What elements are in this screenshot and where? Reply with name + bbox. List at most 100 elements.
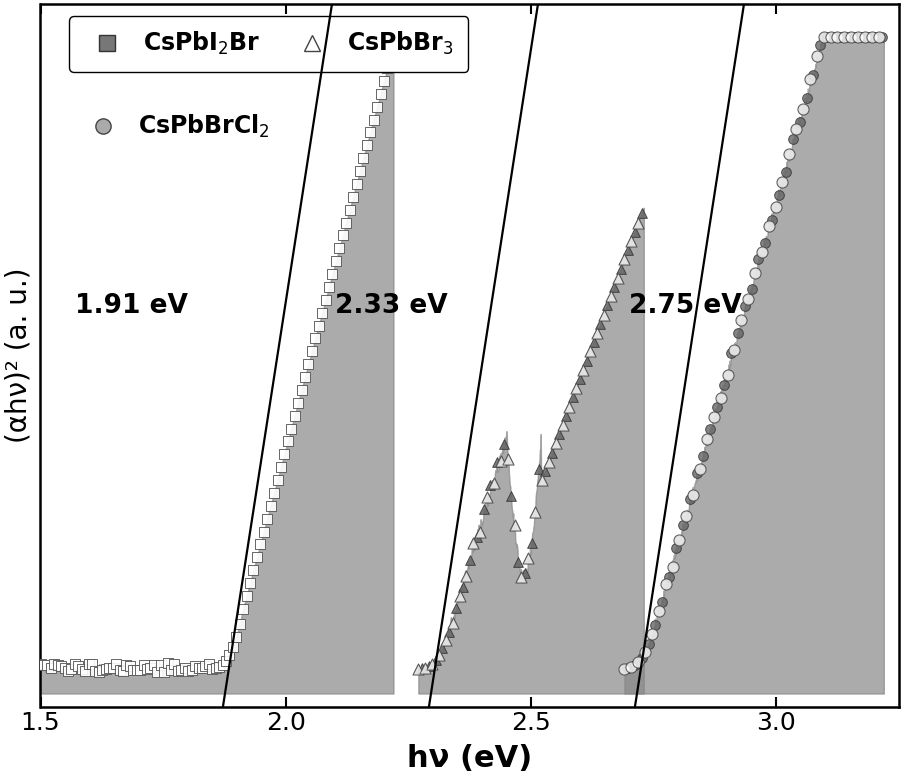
Point <box>826 31 841 44</box>
Point <box>308 333 322 345</box>
Point <box>654 596 668 608</box>
Point <box>620 662 634 674</box>
Text: 2.33 eV: 2.33 eV <box>335 293 446 319</box>
Point <box>575 364 590 376</box>
Point <box>376 75 391 87</box>
Point <box>781 148 796 160</box>
Point <box>778 166 792 178</box>
Point <box>318 294 333 306</box>
Point <box>568 382 583 395</box>
Point <box>802 72 816 85</box>
Point <box>733 314 748 326</box>
Point <box>188 660 202 673</box>
Point <box>161 657 175 670</box>
Point <box>469 531 483 544</box>
Point <box>47 658 61 671</box>
Point <box>678 510 693 523</box>
Point <box>465 537 480 549</box>
Point <box>585 336 600 348</box>
Point <box>775 176 789 188</box>
Point <box>208 662 223 674</box>
Point <box>345 190 360 203</box>
Point <box>507 519 521 531</box>
Point <box>270 474 284 486</box>
Point <box>201 657 216 670</box>
Point <box>184 664 198 676</box>
Point <box>524 536 538 549</box>
Point <box>686 489 700 501</box>
Point <box>229 630 244 643</box>
Point <box>500 452 514 465</box>
Point <box>81 658 96 671</box>
Point <box>40 659 54 671</box>
Point <box>281 435 295 448</box>
Point <box>630 656 645 668</box>
Point <box>157 666 171 678</box>
Point <box>562 400 576 413</box>
Point <box>730 327 744 340</box>
Point <box>874 31 888 44</box>
Point <box>528 505 542 517</box>
Point <box>452 590 466 602</box>
Point <box>541 455 556 468</box>
Point <box>95 664 109 677</box>
Point <box>174 664 189 676</box>
Point <box>565 391 579 403</box>
Point <box>191 662 206 674</box>
Point <box>226 640 240 653</box>
Point <box>425 657 439 670</box>
Point <box>431 649 446 661</box>
Point <box>568 382 583 395</box>
Point <box>493 455 508 467</box>
Point <box>321 280 336 293</box>
Point <box>870 31 885 44</box>
Point <box>781 148 796 160</box>
Point <box>836 31 851 44</box>
Point <box>658 578 672 591</box>
Point <box>328 255 343 267</box>
Point <box>850 31 864 44</box>
Point <box>315 306 329 319</box>
Point <box>513 570 528 583</box>
Point <box>92 665 106 678</box>
Point <box>60 664 75 677</box>
Point <box>795 103 809 116</box>
Point <box>551 428 566 441</box>
Point <box>64 663 78 675</box>
Point <box>500 452 514 465</box>
Point <box>235 603 250 615</box>
Point <box>126 664 141 676</box>
Point <box>304 345 318 357</box>
Point <box>78 664 92 677</box>
Point <box>610 272 624 284</box>
Point <box>267 486 281 499</box>
Point <box>705 411 720 423</box>
Point <box>284 423 299 435</box>
Point <box>795 103 809 116</box>
Point <box>623 661 638 674</box>
Point <box>511 556 525 569</box>
Point <box>178 661 192 674</box>
Point <box>483 479 497 492</box>
Point <box>802 72 816 85</box>
Point <box>74 663 88 675</box>
Point <box>805 69 820 82</box>
Point <box>555 419 569 431</box>
Point <box>630 217 645 229</box>
Point <box>760 219 775 232</box>
Point <box>747 267 761 279</box>
Point <box>359 139 373 152</box>
Point <box>617 662 631 674</box>
Point <box>473 525 487 538</box>
Point <box>634 207 649 220</box>
Point <box>195 662 209 674</box>
Point <box>85 657 99 670</box>
Point <box>623 661 638 674</box>
Point <box>623 235 638 247</box>
Point <box>150 665 164 678</box>
Point <box>445 617 459 629</box>
Point <box>623 235 638 247</box>
Point <box>692 462 706 475</box>
Point <box>610 272 624 284</box>
Point <box>815 31 830 44</box>
